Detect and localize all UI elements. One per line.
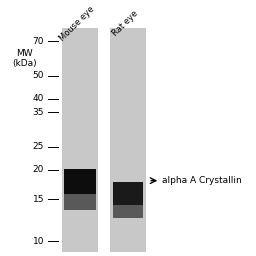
- Text: Mouse eye: Mouse eye: [58, 4, 96, 42]
- FancyBboxPatch shape: [110, 27, 146, 252]
- Text: 15: 15: [33, 195, 44, 204]
- FancyBboxPatch shape: [64, 168, 96, 194]
- FancyBboxPatch shape: [62, 27, 98, 252]
- Text: 70: 70: [33, 37, 44, 46]
- Text: 20: 20: [33, 165, 44, 174]
- Text: 50: 50: [33, 71, 44, 80]
- Text: alpha A Crystallin: alpha A Crystallin: [162, 176, 242, 185]
- FancyBboxPatch shape: [113, 182, 143, 205]
- Text: Rat eye: Rat eye: [110, 9, 140, 38]
- Text: 35: 35: [33, 108, 44, 117]
- Text: 10: 10: [33, 237, 44, 246]
- Text: 40: 40: [33, 94, 44, 103]
- FancyBboxPatch shape: [113, 205, 143, 218]
- Text: 25: 25: [33, 142, 44, 152]
- Text: MW
(kDa): MW (kDa): [12, 49, 37, 68]
- FancyBboxPatch shape: [64, 194, 96, 210]
